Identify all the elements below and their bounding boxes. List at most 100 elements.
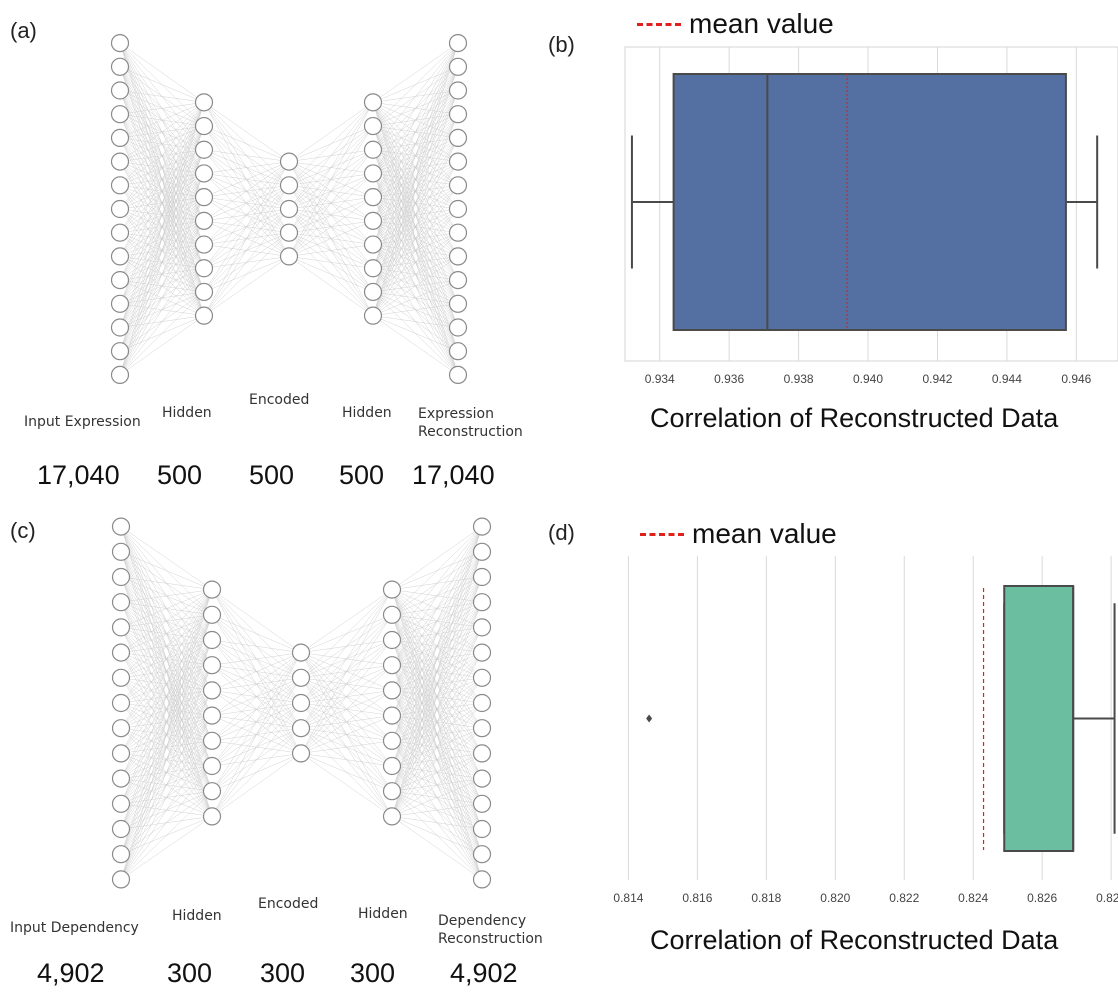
connection-line: [372, 185, 459, 316]
connection-line: [119, 102, 205, 139]
connection-line: [300, 589, 393, 653]
neuron-node: [448, 81, 468, 100]
connection-line: [203, 161, 290, 293]
neuron-node: [448, 223, 468, 242]
connection-line: [203, 161, 290, 174]
connection-line: [119, 149, 205, 375]
neuron-node: [279, 152, 299, 171]
connection-line: [120, 589, 213, 653]
connection-line: [211, 652, 302, 741]
connection-line: [300, 740, 393, 754]
connection-line: [288, 196, 374, 257]
neuron-node: [279, 223, 299, 242]
autoencoder-diagram-expression: [110, 33, 468, 384]
connection-line: [119, 102, 205, 233]
connection-line: [372, 303, 459, 316]
neuron-node: [472, 845, 492, 864]
connection-line: [288, 220, 374, 257]
connection-line: [300, 690, 393, 754]
neuron-node: [202, 706, 222, 725]
layer-0-name: Input Dependency: [10, 920, 139, 936]
connection-line: [211, 652, 302, 666]
connection-line: [300, 753, 393, 817]
connection-line: [391, 753, 483, 817]
x-tick-label: 0.946: [1061, 372, 1091, 386]
neuron-node: [472, 643, 492, 662]
neuron-node: [194, 211, 214, 230]
neuron-node: [110, 199, 130, 219]
connection-line: [391, 728, 483, 817]
connection-line: [391, 816, 483, 880]
x-tick-label: 0.828: [1096, 891, 1118, 905]
connection-line: [288, 149, 374, 257]
connection-line: [119, 315, 205, 376]
connection-line: [372, 42, 459, 103]
neuron-node: [110, 152, 130, 171]
neuron-node: [382, 630, 402, 650]
connection-line: [372, 256, 459, 316]
connection-line: [120, 791, 213, 880]
connection-line: [120, 639, 213, 880]
connection-line: [119, 102, 205, 375]
neuron-node: [279, 176, 299, 195]
connection-line: [300, 639, 393, 754]
connection-line: [300, 589, 393, 729]
connection-line: [120, 551, 213, 590]
connection-line: [372, 90, 459, 316]
x-tick-label: 0.814: [613, 891, 643, 905]
connection-line: [372, 232, 459, 316]
connection-line: [119, 197, 205, 375]
layer-4-name: Dependency Reconstruction: [438, 913, 543, 947]
x-tick-label: 0.942: [922, 372, 952, 386]
neuron-node: [448, 57, 468, 76]
connection-line: [391, 702, 483, 817]
connection-line: [211, 639, 302, 653]
neuron-node: [448, 342, 468, 361]
connection-line: [119, 66, 205, 103]
connection-line: [119, 90, 205, 103]
connection-line: [119, 102, 205, 352]
mean-legend-swatch: [640, 532, 684, 536]
connection-line: [120, 589, 213, 754]
layer-2-nodes: [291, 643, 311, 763]
neuron-node: [363, 188, 383, 207]
neuron-node: [291, 719, 311, 738]
neuron-node: [472, 693, 492, 713]
x-tick-labels: 0.814 0.816 0.818 0.820 0.822 0.824 0.826 0.828: [613, 891, 1118, 905]
neuron-node: [382, 782, 402, 801]
layer-4-name: Expression Reconstruction: [418, 406, 523, 440]
neuron-node: [291, 693, 311, 713]
connection-group: [119, 42, 459, 376]
neuron-node: [448, 105, 468, 124]
connection-line: [119, 268, 205, 376]
neuron-node: [110, 271, 130, 290]
connection-line: [120, 816, 213, 880]
neuron-node: [110, 57, 130, 76]
connection-line: [119, 102, 205, 162]
neuron-node: [202, 580, 222, 599]
neuron-node: [472, 668, 492, 687]
connection-line: [372, 66, 459, 316]
neuron-node: [194, 140, 214, 159]
neuron-node: [472, 719, 492, 738]
connection-line: [391, 803, 483, 817]
neuron-node: [363, 211, 383, 230]
layer-1-count: 500: [157, 460, 203, 490]
neuron-node: [472, 517, 492, 536]
neuron-node: [194, 116, 214, 136]
connection-line: [300, 753, 393, 767]
neuron-node: [291, 744, 311, 763]
x-tick-label: 0.938: [784, 372, 814, 386]
panel-a-letter: (a): [10, 18, 37, 43]
layer-4-nodes: [448, 33, 468, 384]
plot-frame: [624, 46, 1118, 362]
connection-line: [391, 652, 483, 817]
neuron-node: [472, 593, 492, 612]
connection-line: [119, 102, 205, 210]
layer-4-count: 4,902: [450, 958, 518, 988]
layer-3-name: Hidden: [358, 906, 408, 922]
iqr-box: [672, 73, 1067, 331]
x-tick-label: 0.820: [820, 891, 850, 905]
neuron-node: [472, 567, 492, 587]
